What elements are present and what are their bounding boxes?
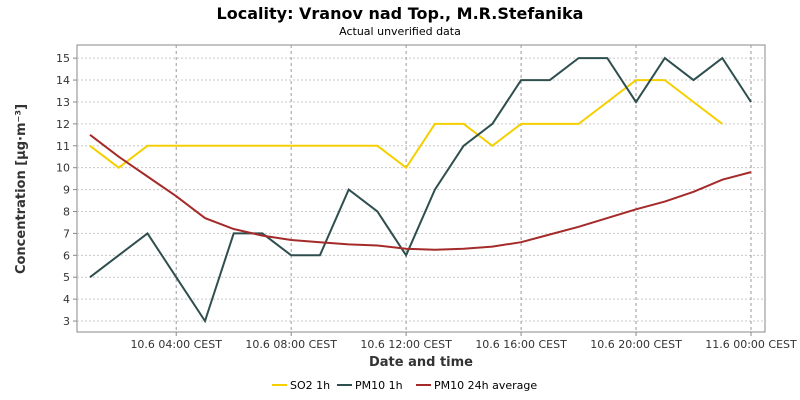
y-tick-label: 15 xyxy=(56,52,70,65)
x-tick-label: 11.6 00:00 CEST xyxy=(705,338,797,351)
series-line-2 xyxy=(89,56,752,324)
y-tick-label: 11 xyxy=(56,140,70,153)
legend-label: PM10 24h average xyxy=(434,379,537,392)
x-tick-label: 10.6 20:00 CEST xyxy=(590,338,682,351)
legend-label: PM10 1h xyxy=(355,379,403,392)
y-axis-title: Concentration [µg·m⁻³] xyxy=(14,104,29,274)
legend-label: SO2 1h xyxy=(290,379,330,392)
y-tick-label: 4 xyxy=(63,293,70,306)
x-tick-label: 10.6 08:00 CEST xyxy=(245,338,337,351)
y-tick-label: 3 xyxy=(63,315,70,328)
y-tick-label: 12 xyxy=(56,118,70,131)
x-tick-label: 10.6 16:00 CEST xyxy=(475,338,567,351)
y-tick-label: 13 xyxy=(56,96,70,109)
y-tick-label: 9 xyxy=(63,184,70,197)
x-tick-label: 10.6 04:00 CEST xyxy=(130,338,222,351)
series-line-3 xyxy=(89,134,752,251)
legend: SO2 1h PM10 1h PM10 24h average xyxy=(272,379,537,392)
x-axis: 10.6 04:00 CEST 10.6 08:00 CEST 10.6 12:00… xyxy=(130,332,797,351)
chart-subtitle: Actual unverified data xyxy=(339,25,461,38)
chart-title: Locality: Vranov nad Top., M.R.Stefanika xyxy=(217,4,584,23)
x-axis-title: Date and time xyxy=(369,355,473,370)
series-lines xyxy=(89,56,752,324)
y-tick-label: 14 xyxy=(56,74,70,87)
y-tick-label: 8 xyxy=(63,206,70,219)
x-tick-label: 10.6 12:00 CEST xyxy=(360,338,452,351)
y-axis: 3 4 5 6 7 8 9 10 11 12 13 14 15 xyxy=(56,52,77,328)
y-tick-label: 6 xyxy=(63,249,70,262)
y-tick-label: 10 xyxy=(56,162,70,175)
y-tick-label: 7 xyxy=(63,227,70,240)
series-line-1 xyxy=(89,79,723,170)
y-tick-label: 5 xyxy=(63,271,70,284)
plot-area xyxy=(76,44,766,333)
